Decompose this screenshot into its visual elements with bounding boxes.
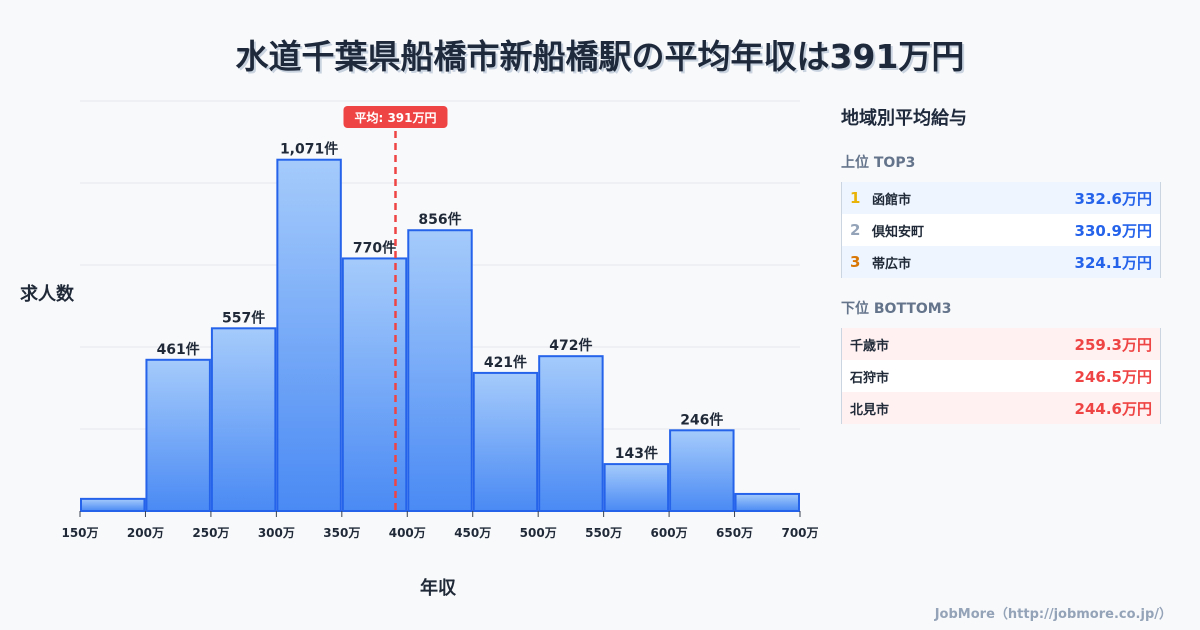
- bar-data-label: 461件: [157, 341, 200, 358]
- x-tick-label: 500万: [520, 526, 557, 540]
- rank: 3: [850, 253, 861, 271]
- x-tick-label: 250万: [192, 526, 229, 540]
- x-tick-label: 150万: [61, 526, 98, 540]
- bar-data-label: 770件: [353, 239, 396, 256]
- x-axis-label: 年収: [420, 578, 456, 599]
- x-tick-label: 350万: [323, 526, 360, 540]
- x-tick-label: 550万: [585, 526, 622, 540]
- table-row: 1 函館市 332.6万円: [842, 182, 1160, 214]
- salary-value: 246.5万円: [1074, 367, 1152, 386]
- bar-data-label: 557件: [222, 309, 265, 326]
- bottom3-table: 千歳市 259.3万円 石狩市 246.5万円 北見市 244.6万円: [841, 328, 1161, 424]
- region-name: 帯広市: [872, 256, 912, 272]
- x-tick-label: 400万: [389, 526, 426, 540]
- table-row: 2 倶知安町 330.9万円: [842, 214, 1160, 246]
- salary-value: 324.1万円: [1074, 253, 1152, 272]
- region-name: 石狩市: [850, 370, 890, 386]
- x-tick-label: 600万: [651, 526, 688, 540]
- table-row: 北見市 244.6万円: [842, 392, 1160, 424]
- bar-data-label: 421件: [484, 354, 527, 371]
- region-name: 函館市: [872, 192, 912, 208]
- region-name: 北見市: [850, 402, 890, 418]
- x-tick-label: 300万: [258, 526, 295, 540]
- y-axis-label: 求人数: [20, 284, 74, 305]
- histogram-bar: [80, 497, 146, 513]
- x-tick-label: 200万: [127, 526, 164, 540]
- histogram-chart: 461件 557件 1,071件 770件 856件 421件 472件 143件 246件 15…: [61, 100, 819, 540]
- x-tick-label: 450万: [454, 526, 491, 540]
- mean-badge: [343, 106, 448, 128]
- rank: 1: [850, 189, 861, 207]
- salary-value: 330.9万円: [1074, 221, 1152, 240]
- histogram-bar: [341, 257, 408, 512]
- histogram-bar: [472, 371, 539, 512]
- table-row: 千歳市 259.3万円: [842, 328, 1160, 360]
- histogram-bar: [276, 158, 342, 512]
- rank: 2: [850, 221, 861, 239]
- page-title: 水道千葉県船橋市新船橋駅の平均年収は391万円: [235, 37, 965, 76]
- histogram-bar: [538, 355, 604, 512]
- histogram-bar: [407, 229, 473, 512]
- table-row: 石狩市 246.5万円: [842, 360, 1160, 392]
- panel-title: 地域別平均給与: [841, 108, 967, 129]
- top3-table: 1 函館市 332.6万円 2 倶知安町 330.9万円 3 帯広市 324.1万円: [841, 182, 1161, 278]
- bar-data-label: 143件: [615, 445, 658, 462]
- region-name: 倶知安町: [872, 224, 925, 240]
- region-name: 千歳市: [850, 338, 890, 354]
- histogram-bar: [669, 429, 735, 513]
- top3-heading: 上位 TOP3: [841, 155, 916, 171]
- histogram-bar: [210, 327, 277, 512]
- histogram-bar: [145, 358, 211, 512]
- mean-label: 平均: 391万円: [354, 110, 436, 125]
- x-tick-label: 650万: [716, 526, 753, 540]
- salary-value: 259.3万円: [1074, 335, 1152, 354]
- bottom3-heading: 下位 BOTTOM3: [841, 301, 952, 317]
- regional-salary-panel: 地域別平均給与 上位 TOP3 1 函館市 332.6万円 2 倶知安町 330.9万円…: [841, 104, 1161, 444]
- salary-value: 244.6万円: [1074, 399, 1152, 418]
- bar-data-label: 472件: [549, 337, 592, 354]
- histogram-bar: [734, 492, 801, 512]
- bar-data-label: 856件: [418, 211, 461, 228]
- x-tick-label: 700万: [781, 526, 818, 540]
- footer-credit: JobMore（http://jobmore.co.jp/）: [934, 607, 1172, 622]
- histogram-bar: [603, 463, 670, 513]
- salary-value: 332.6万円: [1074, 189, 1152, 208]
- bar-data-label: 1,071件: [280, 141, 338, 158]
- table-row: 3 帯広市 324.1万円: [842, 246, 1160, 278]
- bar-data-label: 246件: [680, 411, 723, 428]
